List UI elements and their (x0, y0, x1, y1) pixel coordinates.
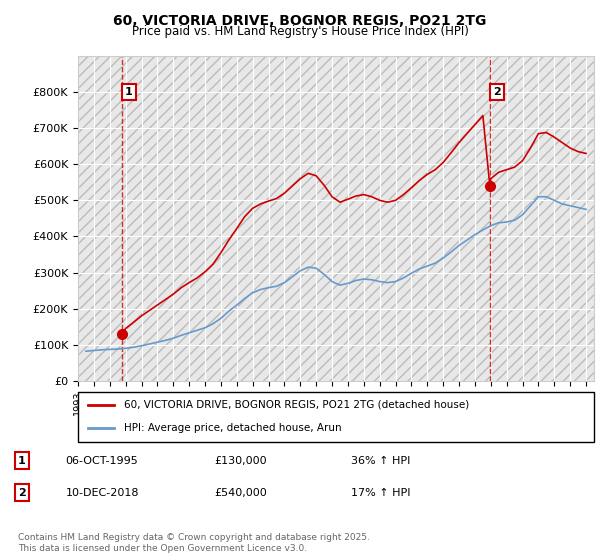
Text: 60, VICTORIA DRIVE, BOGNOR REGIS, PO21 2TG: 60, VICTORIA DRIVE, BOGNOR REGIS, PO21 2… (113, 14, 487, 28)
Text: HPI: Average price, detached house, Arun: HPI: Average price, detached house, Arun (124, 423, 342, 433)
Text: £540,000: £540,000 (214, 488, 266, 498)
Text: 1: 1 (125, 87, 133, 97)
Text: 60, VICTORIA DRIVE, BOGNOR REGIS, PO21 2TG (detached house): 60, VICTORIA DRIVE, BOGNOR REGIS, PO21 2… (124, 400, 470, 409)
Text: 17% ↑ HPI: 17% ↑ HPI (350, 488, 410, 498)
Text: 06-OCT-1995: 06-OCT-1995 (65, 455, 138, 465)
Text: Contains HM Land Registry data © Crown copyright and database right 2025.
This d: Contains HM Land Registry data © Crown c… (18, 533, 370, 553)
Text: 2: 2 (18, 488, 26, 498)
Text: 2: 2 (493, 87, 501, 97)
Text: 10-DEC-2018: 10-DEC-2018 (65, 488, 139, 498)
Text: Price paid vs. HM Land Registry's House Price Index (HPI): Price paid vs. HM Land Registry's House … (131, 25, 469, 38)
Text: 36% ↑ HPI: 36% ↑ HPI (350, 455, 410, 465)
Text: £130,000: £130,000 (214, 455, 266, 465)
Text: 1: 1 (18, 455, 26, 465)
